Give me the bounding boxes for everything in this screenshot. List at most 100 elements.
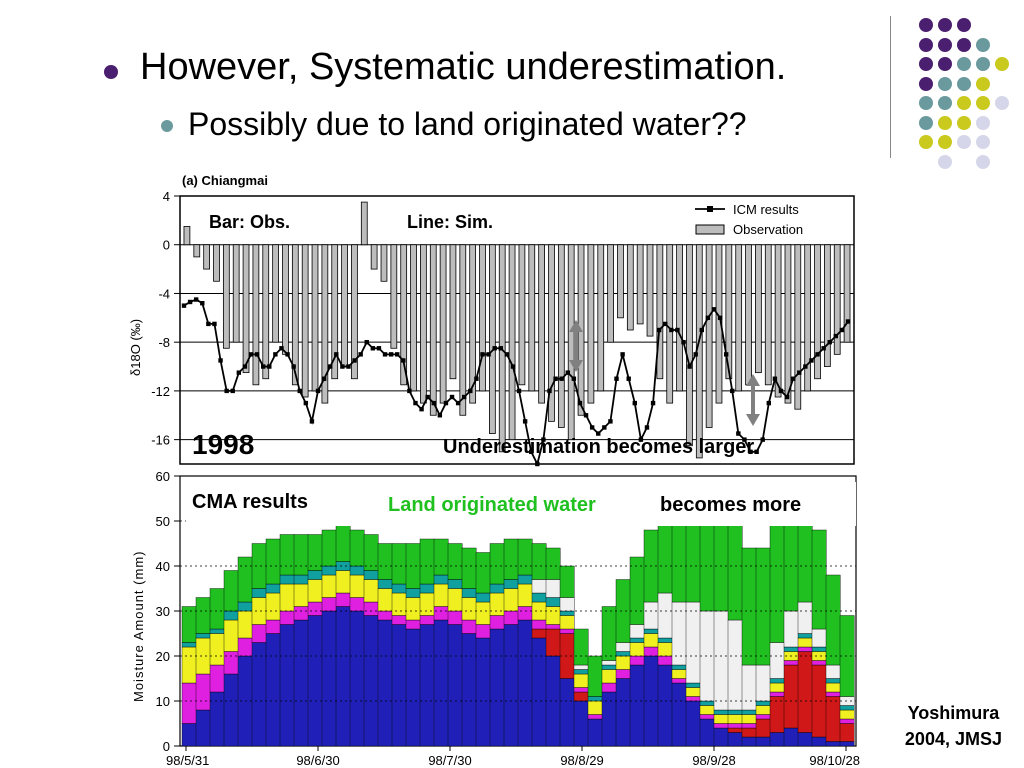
moisture-stack-segment <box>811 646 827 652</box>
moisture-stack-segment <box>671 601 687 666</box>
observation-bar <box>774 244 782 398</box>
decorative-dot <box>957 115 971 130</box>
icm-result-point <box>522 419 528 424</box>
icm-result-point <box>474 376 479 381</box>
moisture-stack-segment <box>587 718 603 747</box>
icm-result-point <box>620 352 625 357</box>
top-chart-title: (a) Chiangmai <box>182 173 268 188</box>
moisture-stack-segment <box>209 633 225 666</box>
decorative-dot <box>938 37 952 52</box>
moisture-stack-segment <box>419 592 435 616</box>
moisture-stack-segment <box>741 709 757 715</box>
moisture-stack-segment <box>489 583 505 594</box>
moisture-stack-segment <box>265 583 281 594</box>
moisture-stack-segment <box>293 534 309 576</box>
observation-bar <box>646 244 654 337</box>
decorative-dot <box>919 115 933 130</box>
observation-bar <box>420 244 427 404</box>
observation-bar <box>784 244 792 404</box>
icm-result-point <box>279 346 284 351</box>
icm-result-point <box>419 406 424 412</box>
moisture-stack-segment <box>545 655 561 747</box>
icm-result-point <box>730 388 735 394</box>
icm-result-point <box>395 352 400 357</box>
icm-result-point <box>425 394 430 400</box>
decorative-dot <box>938 115 952 130</box>
moisture-stack-segment <box>699 700 715 706</box>
moisture-stack-segment <box>587 696 603 702</box>
moisture-stack-segment <box>825 682 841 693</box>
observation-bar <box>557 244 565 428</box>
moisture-stack-segment <box>629 642 645 657</box>
moisture-stack-segment <box>601 606 617 661</box>
moisture-stack-segment <box>195 709 211 747</box>
observation-bar <box>222 244 230 349</box>
moisture-stack-segment <box>811 660 827 666</box>
moisture-stack-segment <box>321 574 337 598</box>
moisture-stack-segment <box>433 574 449 585</box>
moisture-stack-segment <box>363 570 379 580</box>
bullet-marker-2 <box>161 120 173 132</box>
icm-result-point <box>218 358 223 363</box>
moisture-stack-segment <box>503 588 519 612</box>
moisture-stack-segment <box>727 714 743 724</box>
moisture-stack-segment <box>755 718 771 738</box>
moisture-stack-segment <box>517 619 533 747</box>
observation-bar <box>824 244 831 367</box>
moisture-stack-segment <box>713 727 729 747</box>
moisture-stack-segment <box>587 714 603 720</box>
moisture-stack-segment <box>811 628 827 648</box>
decorative-dot <box>938 135 952 149</box>
observation-bar <box>843 244 851 343</box>
moisture-stack-segment <box>377 610 393 621</box>
icm-result-point <box>547 388 552 394</box>
observation-bar <box>232 244 240 343</box>
icm-result-point <box>340 364 345 369</box>
moisture-stack-segment <box>545 579 561 598</box>
moisture-stack-segment <box>391 543 407 585</box>
icm-result-point <box>784 394 790 400</box>
icm-result-point <box>328 364 333 369</box>
moisture-stack-segment <box>433 538 449 576</box>
decorative-dot <box>938 96 952 110</box>
moisture-stack-segment <box>405 588 421 598</box>
icm-result-point <box>498 346 503 351</box>
moisture-stack-segment <box>391 583 407 594</box>
moisture-stack-segment <box>433 619 449 747</box>
moisture-stack-segment <box>727 619 743 711</box>
icm-result-point <box>815 352 820 357</box>
moisture-stack-segment <box>643 628 659 634</box>
icm-result-point <box>187 299 193 305</box>
moisture-stack-segment <box>223 651 239 675</box>
observation-bar <box>725 244 733 380</box>
annotation-underestimation: Underestimation becomes larger <box>443 436 754 458</box>
moisture-stack-segment <box>769 696 785 733</box>
icm-result-point <box>681 339 686 345</box>
moisture-stack-segment <box>489 543 505 585</box>
icm-result-point <box>248 352 254 357</box>
moisture-stack-segment <box>531 543 547 580</box>
citation-author: Yoshimura <box>907 703 1000 723</box>
moisture-stack-segment <box>461 597 477 621</box>
icm-result-point <box>711 307 717 312</box>
moisture-stack-segment <box>713 709 729 715</box>
moisture-stack-segment <box>475 601 491 625</box>
moisture-stack-segment <box>237 601 253 612</box>
decorative-dot <box>938 76 952 91</box>
icm-result-point <box>212 321 217 327</box>
moisture-stack-segment <box>727 727 743 733</box>
icm-result-point <box>723 352 729 357</box>
icm-result-point <box>352 358 357 363</box>
moisture-stack-segment <box>727 709 743 715</box>
observation-bar <box>272 244 279 343</box>
icm-result-point <box>492 346 497 351</box>
moisture-stack-segment <box>503 538 519 580</box>
observation-bar <box>331 244 339 380</box>
observation-bar <box>351 244 358 380</box>
moisture-stack-segment <box>265 592 281 621</box>
moisture-stack-segment <box>839 709 855 720</box>
observation-bar <box>370 244 378 270</box>
moisture-stack-segment <box>447 588 463 612</box>
moisture-stack-segment <box>363 534 379 571</box>
observation-bar <box>528 244 536 392</box>
